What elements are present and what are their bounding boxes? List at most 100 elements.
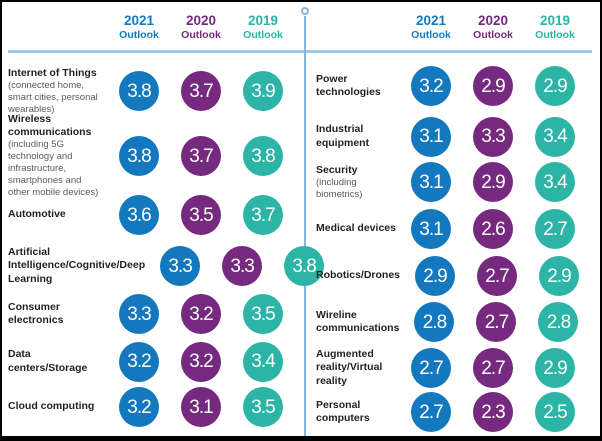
category-label: Augmented reality/Virtual reality <box>316 348 383 387</box>
category-label: Consumer electronics <box>8 300 64 326</box>
value-badge-2020: 3.7 <box>181 136 221 176</box>
table-row-wireline-communications: Wireline communications 2.8 2.7 2.8 <box>316 299 598 345</box>
value-badge-2021: 2.7 <box>411 392 451 432</box>
category-label: Wireless communications (including 5G te… <box>8 113 99 198</box>
header-2020-outlook: Outlook <box>473 28 513 41</box>
value-badge-2021: 3.2 <box>119 341 159 382</box>
header-2019: 2019 Outlook <box>524 13 586 41</box>
value-badge-2020: 2.6 <box>473 209 513 249</box>
right-header-row: 2021 Outlook 2020 Outlook 2019 Outlook <box>316 13 598 41</box>
right-panel: Power technologies 3.2 2.9 2.9 Industria… <box>316 58 598 433</box>
value-badge-2020: 2.9 <box>473 162 513 202</box>
table-row-artificial-intelligence: Artificial Intelligence/Cognitive/Deep L… <box>8 242 325 290</box>
value-badge-2021: 3.1 <box>411 162 451 202</box>
value-badge-2019: 3.5 <box>243 387 283 427</box>
category-label: Security (including biometrics) <box>316 163 363 200</box>
category-label: Personal computers <box>316 398 370 424</box>
value-badge-2021: 3.2 <box>119 387 159 427</box>
table-row-internet-of-things: Internet of Things (connected home, smar… <box>8 58 300 124</box>
value-badge-2020: 2.9 <box>473 66 513 106</box>
header-2021-outlook: Outlook <box>119 28 159 41</box>
table-row-medical-devices: Medical devices 3.1 2.6 2.7 <box>316 205 598 253</box>
table-row-cloud-computing: Cloud computing 3.2 3.1 3.5 <box>8 385 300 429</box>
table-row-power-technologies: Power technologies 3.2 2.9 2.9 <box>316 58 598 114</box>
value-badge-2019: 2.8 <box>538 302 579 342</box>
value-badge-2019: 2.9 <box>535 348 575 388</box>
value-badge-2021: 3.2 <box>411 66 451 106</box>
category-label: Industrial equipment <box>316 123 370 149</box>
table-row-augmented-virtual-reality: Augmented reality/Virtual reality 2.7 2.… <box>316 345 598 391</box>
value-badge-2020: 3.7 <box>181 71 221 111</box>
value-badge-2019: 3.8 <box>284 246 325 286</box>
header-2019-outlook: Outlook <box>243 28 283 41</box>
value-badge-2021: 3.3 <box>160 246 201 286</box>
header-2019-year: 2019 <box>247 13 279 28</box>
value-badge-2021: 2.7 <box>411 348 451 388</box>
vertical-divider <box>304 16 306 436</box>
category-label: Cloud computing <box>8 400 95 413</box>
value-badge-2021: 3.8 <box>119 136 159 176</box>
value-badge-2020: 3.3 <box>473 116 513 157</box>
table-row-industrial-equipment: Industrial equipment 3.1 3.3 3.4 <box>316 114 598 159</box>
value-badge-2020: 3.1 <box>181 387 221 427</box>
header-2020: 2020 Outlook <box>170 13 232 41</box>
header-2020-year: 2020 <box>185 13 217 28</box>
value-badge-2021: 3.6 <box>119 195 159 235</box>
category-label: Power technologies <box>316 72 381 98</box>
value-badge-2019: 3.4 <box>535 162 575 202</box>
table-row-consumer-electronics: Consumer electronics 3.3 3.2 3.5 <box>8 290 300 338</box>
value-badge-2020: 3.2 <box>181 294 221 334</box>
header-2021: 2021 Outlook <box>108 13 170 41</box>
table-row-security: Security (including biometrics) 3.1 2.9 … <box>316 159 598 205</box>
table-row-wireless-communications: Wireless communications (including 5G te… <box>8 113 300 198</box>
value-badge-2019: 2.7 <box>535 209 575 249</box>
header-2020: 2020 Outlook <box>462 13 524 41</box>
value-badge-2019: 3.4 <box>535 116 575 157</box>
value-badge-2021: 3.3 <box>119 294 159 334</box>
value-badge-2020: 3.5 <box>181 195 221 235</box>
category-label: Wireline communications <box>316 308 400 334</box>
header-2021-year: 2021 <box>415 13 447 28</box>
category-label: Internet of Things (connected home, smar… <box>8 66 98 115</box>
value-badge-2019: 3.8 <box>243 136 283 176</box>
value-badge-2020: 3.2 <box>181 341 221 382</box>
value-badge-2021: 3.8 <box>119 71 159 111</box>
divider-dot-icon <box>301 7 309 15</box>
table-row-robotics-drones: Robotics/Drones 2.9 2.7 2.9 <box>316 253 598 299</box>
table-row-automotive: Automotive 3.6 3.5 3.7 <box>8 188 300 242</box>
category-label: Automotive <box>8 208 66 221</box>
header-2021: 2021 Outlook <box>400 13 462 41</box>
value-badge-2021: 3.1 <box>411 116 451 157</box>
header-2021-outlook: Outlook <box>411 28 451 41</box>
value-badge-2019: 3.4 <box>243 341 283 382</box>
value-badge-2019: 2.9 <box>539 256 580 296</box>
value-badge-2020: 3.3 <box>222 246 263 286</box>
table-row-data-centers-storage: Data centers/Storage 3.2 3.2 3.4 <box>8 338 300 385</box>
value-badge-2019: 2.5 <box>535 392 575 432</box>
table-row-personal-computers: Personal computers 2.7 2.3 2.5 <box>316 391 598 433</box>
value-badge-2020: 2.7 <box>473 348 513 388</box>
left-panel: Internet of Things (connected home, smar… <box>8 58 325 429</box>
header-rule <box>8 50 592 53</box>
category-label: Data centers/Storage <box>8 348 88 374</box>
header-2019-year: 2019 <box>539 13 571 28</box>
header-2020-year: 2020 <box>477 13 509 28</box>
left-header-row: 2021 Outlook 2020 Outlook 2019 Outlook <box>8 13 300 41</box>
category-label: Artificial Intelligence/Cognitive/Deep L… <box>8 246 146 285</box>
value-badge-2021: 2.8 <box>414 302 455 342</box>
header-2019-outlook: Outlook <box>535 28 575 41</box>
header-2020-outlook: Outlook <box>181 28 221 41</box>
category-label: Medical devices <box>316 222 396 235</box>
header-2019: 2019 Outlook <box>232 13 294 41</box>
value-badge-2019: 3.5 <box>243 294 283 334</box>
value-badge-2019: 2.9 <box>535 66 575 106</box>
value-badge-2021: 3.1 <box>411 209 451 249</box>
value-badge-2021: 2.9 <box>415 256 456 296</box>
header-2021-year: 2021 <box>123 13 155 28</box>
value-badge-2020: 2.7 <box>477 256 518 296</box>
value-badge-2019: 3.9 <box>243 71 283 111</box>
value-badge-2020: 2.7 <box>476 302 517 342</box>
value-badge-2019: 3.7 <box>243 195 283 235</box>
value-badge-2020: 2.3 <box>473 392 513 432</box>
